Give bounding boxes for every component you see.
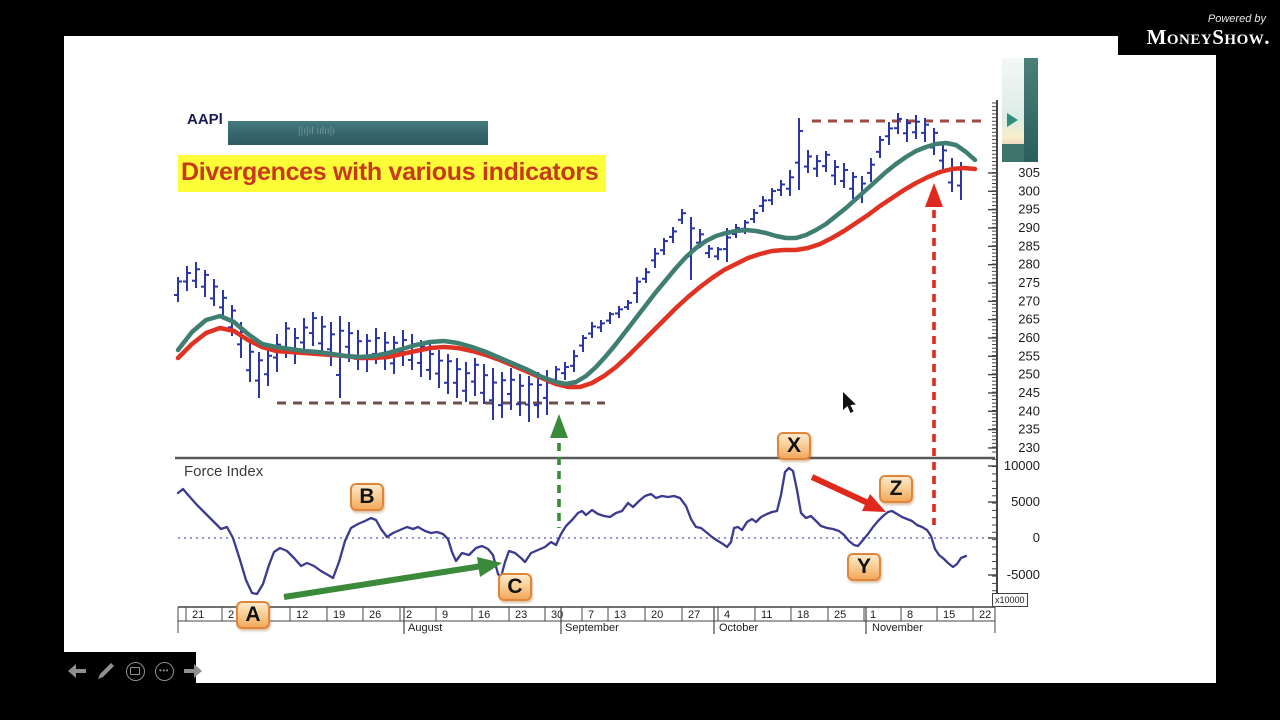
svg-text:19: 19 xyxy=(333,609,345,621)
video-thumbnail[interactable] xyxy=(1002,58,1038,162)
svg-text:16: 16 xyxy=(478,609,490,621)
svg-text:2: 2 xyxy=(228,609,234,621)
label-box-x: X xyxy=(777,432,811,460)
svg-text:275: 275 xyxy=(1018,275,1040,290)
svg-text:September: September xyxy=(565,622,619,634)
force-index-panel-label: Force Index xyxy=(184,463,264,480)
svg-text:255: 255 xyxy=(1018,348,1040,363)
powered-by-text: Powered by xyxy=(1207,13,1266,25)
more-options-icon: ••• xyxy=(159,666,169,675)
svg-text:26: 26 xyxy=(369,609,381,621)
slide-title: Divergences with various indicators xyxy=(178,155,607,192)
svg-text:4: 4 xyxy=(724,609,730,621)
svg-text:230: 230 xyxy=(1018,440,1040,455)
more-options-button[interactable]: ••• xyxy=(153,660,175,682)
svg-text:5000: 5000 xyxy=(1011,494,1040,509)
label-box-z: Z xyxy=(879,475,913,503)
svg-text:300: 300 xyxy=(1018,183,1040,198)
ticker-symbol: AAPl xyxy=(187,111,223,128)
redacted-text-smudge: ||ı|ıl ıılıı|ı xyxy=(298,126,336,137)
svg-text:23: 23 xyxy=(515,609,527,621)
label-box-y: Y xyxy=(847,553,881,581)
svg-text:27: 27 xyxy=(688,609,700,621)
label-box-a: A xyxy=(236,601,270,629)
play-icon[interactable] xyxy=(1007,113,1018,127)
webinar-toolbar: ••• xyxy=(66,660,204,682)
svg-text:15: 15 xyxy=(943,609,955,621)
svg-text:1: 1 xyxy=(870,609,876,621)
svg-text:2: 2 xyxy=(406,609,412,621)
svg-text:290: 290 xyxy=(1018,220,1040,235)
svg-text:11: 11 xyxy=(761,609,772,621)
slide-panel-button[interactable] xyxy=(124,660,146,682)
thumbnail-light-area xyxy=(1002,58,1024,144)
thumbnail-bottom-band xyxy=(1002,144,1024,162)
svg-text:265: 265 xyxy=(1018,312,1040,327)
mouse-cursor xyxy=(843,392,856,413)
svg-text:285: 285 xyxy=(1018,238,1040,253)
svg-text:9: 9 xyxy=(442,609,448,621)
svg-text:240: 240 xyxy=(1018,403,1040,418)
svg-text:21: 21 xyxy=(192,609,204,621)
svg-text:250: 250 xyxy=(1018,367,1040,382)
svg-text:-5000: -5000 xyxy=(1007,567,1040,582)
svg-text:260: 260 xyxy=(1018,330,1040,345)
redacted-indicator-bar: ||ı|ıl ıılıı|ı xyxy=(228,121,488,145)
svg-text:25: 25 xyxy=(834,609,846,621)
axis-scale-note: x10000 xyxy=(992,593,1028,607)
moneyshow-logo: MoneyShow. xyxy=(1146,25,1270,49)
svg-text:20: 20 xyxy=(651,609,663,621)
svg-text:8: 8 xyxy=(907,609,913,621)
svg-text:270: 270 xyxy=(1018,293,1040,308)
svg-text:November: November xyxy=(872,622,923,634)
svg-text:0: 0 xyxy=(1033,530,1040,545)
svg-text:12: 12 xyxy=(296,609,308,621)
svg-text:30: 30 xyxy=(551,609,563,621)
slide-panel-icon xyxy=(130,667,140,675)
svg-text:18: 18 xyxy=(797,609,809,621)
svg-text:13: 13 xyxy=(614,609,626,621)
next-slide-button[interactable] xyxy=(182,660,204,682)
svg-text:7: 7 xyxy=(588,609,594,621)
svg-text:August: August xyxy=(408,622,442,634)
label-box-b: B xyxy=(350,483,384,511)
thumbnail-dark-area xyxy=(1024,58,1038,162)
svg-text:October: October xyxy=(719,622,758,634)
svg-text:235: 235 xyxy=(1018,422,1040,437)
svg-text:245: 245 xyxy=(1018,385,1040,400)
label-box-c: C xyxy=(498,573,532,601)
svg-text:10000: 10000 xyxy=(1004,458,1040,473)
svg-text:22: 22 xyxy=(979,609,991,621)
svg-text:280: 280 xyxy=(1018,257,1040,272)
branding-block: Powered by MoneyShow. xyxy=(1118,0,1280,55)
svg-text:295: 295 xyxy=(1018,202,1040,217)
svg-text:305: 305 xyxy=(1018,165,1040,180)
previous-slide-button[interactable] xyxy=(66,660,88,682)
pencil-annotate-button[interactable] xyxy=(95,660,117,682)
